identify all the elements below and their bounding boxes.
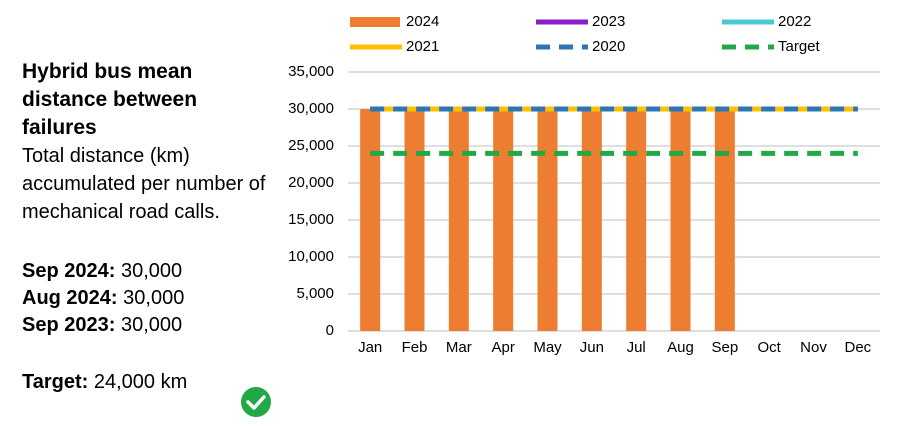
y-tick-label: 10,000 <box>288 248 334 265</box>
y-tick-label: 5,000 <box>296 285 334 302</box>
target-value: 24,000 km <box>93 371 188 393</box>
panel-title: Hybrid bus mean distance between failure… <box>22 60 198 139</box>
target-label: Target: <box>22 371 89 393</box>
x-tick-label: Jul <box>627 339 646 356</box>
stat-label: Sep 2023: <box>22 314 116 336</box>
x-tick-label: Jan <box>358 339 382 356</box>
x-tick-label: Jun <box>580 339 604 356</box>
stat: Sep 2023: 30,000 <box>22 312 267 339</box>
bar <box>537 109 558 331</box>
stat-label: Sep 2024: <box>22 260 116 282</box>
bar <box>714 109 735 331</box>
x-tick-label: Mar <box>446 339 472 356</box>
y-tick-label: 0 <box>326 322 334 339</box>
legend-label: 2021 <box>406 38 439 55</box>
text-panel: Hybrid bus mean distance between failure… <box>22 58 267 396</box>
bar <box>404 109 425 331</box>
legend-label: Target <box>778 38 821 55</box>
stat: Aug 2024: 30,000 <box>22 285 267 312</box>
x-tick-label: Dec <box>844 339 871 356</box>
bar <box>626 109 647 331</box>
y-tick-label: 20,000 <box>288 174 334 191</box>
legend-label: 2020 <box>592 38 625 55</box>
bar <box>360 109 381 331</box>
y-tick-label: 15,000 <box>288 211 334 228</box>
x-tick-label: Oct <box>757 339 781 356</box>
stat-value: 30,000 <box>123 287 185 309</box>
x-tick-label: Sep <box>711 339 738 356</box>
y-tick-label: 25,000 <box>288 137 334 154</box>
bar <box>448 109 469 331</box>
check-mark <box>246 395 266 410</box>
stats: Sep 2024: 30,000 Aug 2024: 30,000 Sep 20… <box>22 258 267 339</box>
bar <box>670 109 691 331</box>
stat-value: 30,000 <box>120 314 183 336</box>
x-tick-label: Apr <box>491 339 514 356</box>
stat-label: Aug 2024: <box>22 287 118 309</box>
x-tick-label: May <box>533 339 562 356</box>
panel-subtitle: Total distance (km) accumulated per numb… <box>22 145 266 223</box>
legend-swatch <box>350 17 400 27</box>
legend-label: 2023 <box>592 13 625 30</box>
legend-label: 2022 <box>778 13 811 30</box>
x-tick-label: Feb <box>402 339 428 356</box>
bar <box>493 109 514 331</box>
check-icon <box>241 387 271 417</box>
target: Target: 24,000 km <box>22 369 267 396</box>
bar <box>581 109 602 331</box>
legend-label: 2024 <box>406 13 439 30</box>
y-tick-label: 35,000 <box>288 63 334 80</box>
x-tick-label: Aug <box>667 339 694 356</box>
y-tick-label: 30,000 <box>288 100 334 117</box>
stat-value: 30,000 <box>120 260 183 282</box>
x-tick-label: Nov <box>800 339 827 356</box>
stat: Sep 2024: 30,000 <box>22 258 267 285</box>
